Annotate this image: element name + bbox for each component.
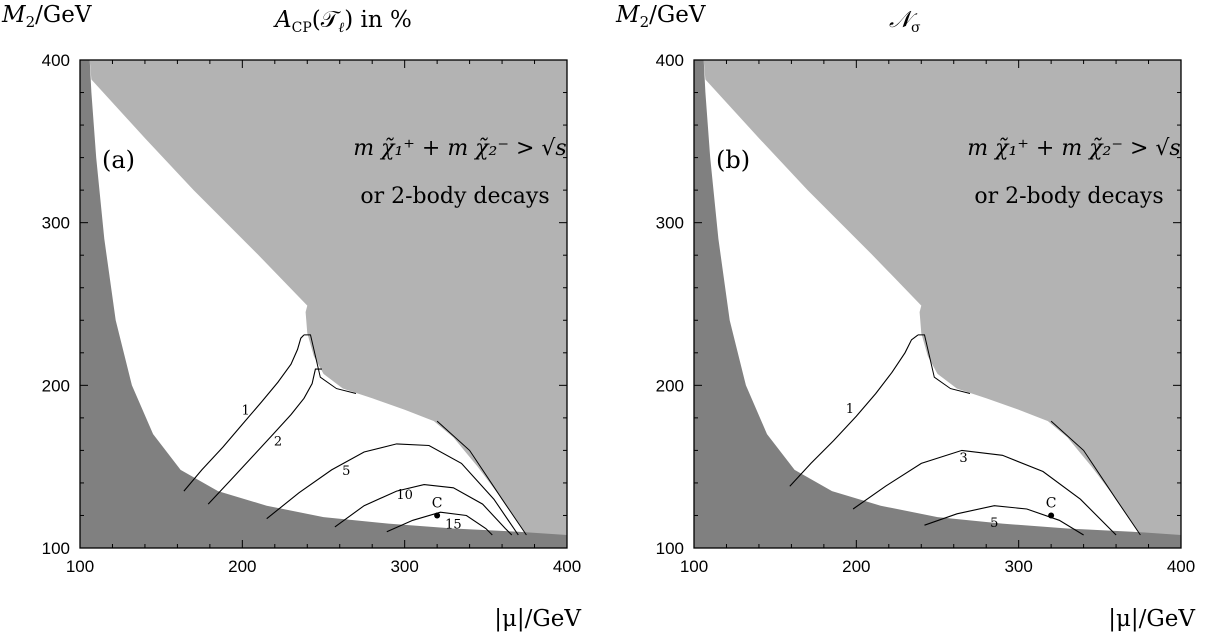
contour-label-1: 1 — [846, 402, 854, 417]
contour-line-10 — [334, 484, 513, 536]
contour-label-1: 1 — [241, 404, 249, 419]
y-tick-label: 100 — [42, 539, 70, 558]
region-text-decays: or 2-body decays — [360, 184, 549, 209]
plot-frame — [79, 59, 568, 549]
benchmark-point — [1048, 512, 1055, 519]
contour-line-3 — [852, 449, 1117, 536]
y-tick-label: 200 — [42, 376, 70, 395]
contour-line-2 — [207, 368, 322, 505]
region-text-condition: m χ̃₁⁺ + m χ̃₂⁻ > √s — [967, 136, 1180, 161]
x-tick-label: 400 — [1167, 557, 1195, 576]
contour-label-2: 2 — [274, 435, 282, 450]
contour-line-15 — [386, 511, 493, 536]
title-sub: CP — [292, 20, 312, 36]
x-axis-title: |μ|/GeV — [494, 606, 581, 632]
panel-label: (a) — [102, 146, 135, 174]
contour-line-5 — [266, 443, 519, 536]
contour-label-15: 15 — [445, 517, 462, 532]
x-tick-label: 100 — [680, 557, 708, 576]
y-axis-title-unit: /GeV — [35, 2, 92, 28]
x-tick-label: 300 — [390, 557, 418, 576]
title-arg-sub: ℓ — [338, 20, 344, 36]
x-axis-title: |μ|/GeV — [1108, 606, 1195, 632]
contour-boundary-right — [436, 420, 527, 536]
plot-area — [694, 60, 1181, 548]
y-axis-title-sub: 2 — [26, 13, 36, 31]
chart-title: ACP(𝒯ℓ) in % — [273, 7, 412, 36]
benchmark-point — [434, 512, 441, 519]
y-axis-title-sub: 2 — [640, 13, 650, 31]
x-tick-label: 200 — [842, 557, 870, 576]
contour-boundary-right — [1050, 420, 1141, 536]
forbidden-region-light — [89, 60, 567, 535]
contour-label-3: 3 — [959, 451, 967, 466]
title-symbol: A — [273, 7, 292, 33]
y-axis-title: M2/GeV — [615, 2, 706, 31]
y-tick-label: 400 — [42, 51, 70, 70]
chart-panel-b: 1 3 5 C 100 200 300 400 100 200 300 400 M2/GeV 𝒩σ |μ|/… — [615, 2, 1195, 632]
title-tail: ) in % — [344, 7, 412, 33]
y-tick-label: 400 — [656, 51, 684, 70]
panel-label: (b) — [716, 146, 750, 174]
region-text-condition: m χ̃₁⁺ + m χ̃₂⁻ > √s — [353, 136, 566, 161]
y-tick-label: 100 — [656, 539, 684, 558]
benchmark-point-label: C — [432, 495, 443, 511]
contour-label-10: 10 — [396, 488, 413, 503]
y-axis-title-symbol: M — [1, 2, 27, 28]
forbidden-region-light — [703, 60, 1181, 535]
x-tick-label: 400 — [553, 557, 581, 576]
contour-line-1 — [183, 334, 305, 492]
x-tick-label: 200 — [228, 557, 256, 576]
forbidden-region-dark — [80, 60, 567, 548]
x-tick-label: 300 — [1004, 557, 1032, 576]
y-tick-label: 200 — [656, 376, 684, 395]
plot-area — [80, 60, 567, 548]
contour-label-5: 5 — [342, 464, 350, 479]
contour-boundary — [304, 334, 357, 394]
contour-boundary — [918, 334, 971, 394]
plot-frame — [693, 59, 1182, 549]
y-axis-title-symbol: M — [615, 2, 641, 28]
title-sub: σ — [911, 20, 921, 36]
forbidden-region-dark — [694, 60, 1181, 548]
chart-title: 𝒩σ — [889, 7, 921, 36]
contour-line-1 — [789, 334, 919, 487]
region-text-decays: or 2-body decays — [974, 184, 1163, 209]
contour-label-5: 5 — [990, 516, 998, 531]
y-axis-title: M2/GeV — [1, 2, 92, 31]
x-tick-label: 100 — [66, 557, 94, 576]
y-tick-label: 300 — [42, 214, 70, 233]
title-arg: (𝒯 — [312, 7, 342, 33]
y-tick-label: 300 — [656, 214, 684, 233]
y-axis-title-unit: /GeV — [649, 2, 706, 28]
contour-line-5 — [924, 505, 1084, 536]
benchmark-point-label: C — [1046, 495, 1057, 511]
